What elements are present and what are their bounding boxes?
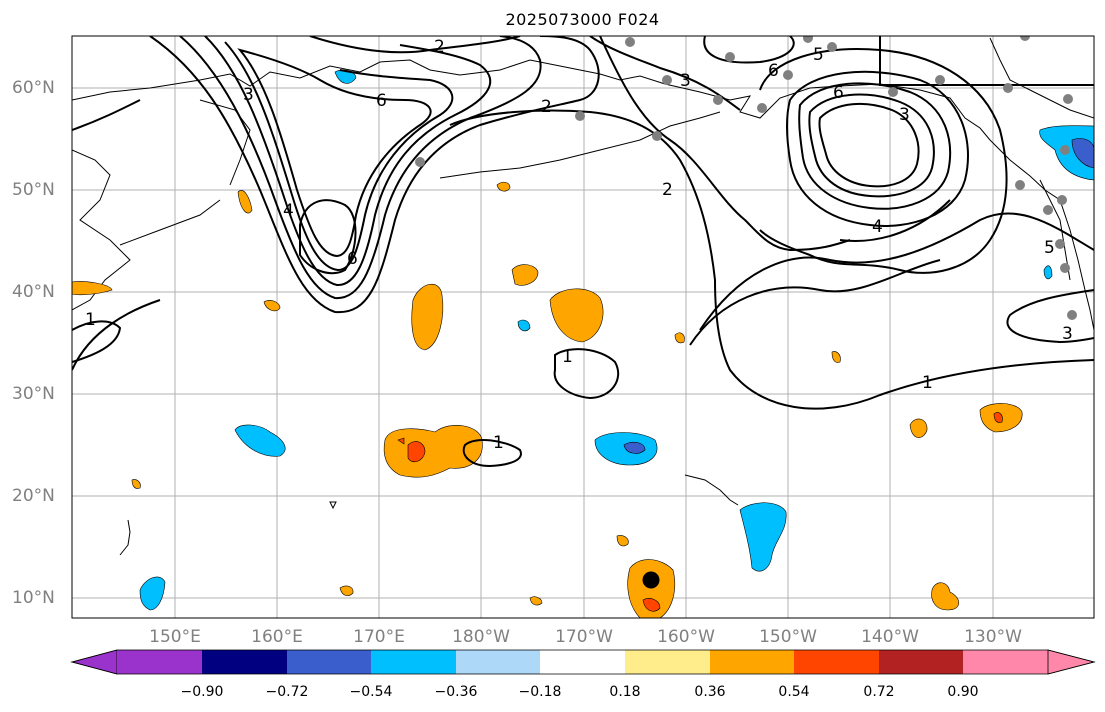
colorbar-tick-label: 0.54 <box>778 684 810 700</box>
storm-center-marker <box>642 571 660 589</box>
colorbar-tick-label: −0.36 <box>434 684 478 700</box>
contour-label: 2 <box>434 37 445 57</box>
colorbar-segment <box>710 650 794 674</box>
colorbar <box>70 649 1096 675</box>
colorbar-segment <box>625 650 710 674</box>
contour-labels: 2 2 2 3 3 3 4 4 5 5 6 6 6 6 1 1 1 1 3 <box>85 37 1073 453</box>
map-frame <box>71 35 1095 619</box>
colorbar-segment <box>287 650 371 674</box>
map-title: 2025073000 F024 <box>505 10 660 29</box>
colorbar-tick-label: 0.18 <box>609 684 641 700</box>
lat-label: 10°N <box>12 588 55 608</box>
lon-label: 140°W <box>861 627 919 647</box>
colorbar-tick-label: 0.72 <box>863 684 895 700</box>
colorbar-segment <box>456 650 540 674</box>
colorbar-tick-label: −0.18 <box>518 684 562 700</box>
contour-label: 3 <box>1062 324 1073 344</box>
lon-label: 150°W <box>759 627 817 647</box>
lat-label: 20°N <box>12 486 55 506</box>
lon-label: 160°E <box>251 627 303 647</box>
contour-label: 6 <box>768 61 779 81</box>
colorbar-segment <box>202 650 287 674</box>
station-markers <box>415 36 1077 320</box>
colorbar-tick-label: −0.90 <box>180 684 224 700</box>
contour-label: 1 <box>85 310 96 330</box>
contour-label: 4 <box>872 217 883 237</box>
colorbar-segment <box>540 650 625 674</box>
contour-label: 6 <box>347 249 358 269</box>
lon-label: 160°W <box>657 627 715 647</box>
contour-label: 4 <box>283 201 294 221</box>
colorbar-tick-label: −0.54 <box>349 684 393 700</box>
height-contours <box>72 36 1094 468</box>
lon-label: 130°W <box>964 627 1022 647</box>
contour-label: 6 <box>833 83 844 103</box>
lon-label: 150°E <box>149 627 201 647</box>
contour-label: 3 <box>243 85 254 105</box>
colorbar-tick-label: −0.72 <box>265 684 309 700</box>
colorbar-outline <box>70 649 1096 675</box>
colorbar-segment <box>70 649 118 675</box>
lon-label: 170°W <box>555 627 613 647</box>
contour-label: 1 <box>493 433 504 453</box>
contour-label: 3 <box>680 71 691 91</box>
contour-label: 1 <box>562 347 573 367</box>
lon-label: 180°W <box>452 627 510 647</box>
lat-label: 50°N <box>12 180 55 200</box>
colorbar-segment <box>794 650 879 674</box>
colorbar-segment <box>963 650 1048 674</box>
shaded-patches <box>72 69 1094 618</box>
contour-label: 2 <box>662 180 673 200</box>
colorbar-tick-label: 0.90 <box>947 684 979 700</box>
colorbar-tick-label: 0.36 <box>694 684 726 700</box>
lat-label: 40°N <box>12 282 55 302</box>
lat-label: 30°N <box>12 384 55 404</box>
colorbar-segment <box>371 650 456 674</box>
colorbar-segment <box>117 650 202 674</box>
lon-label: 170°E <box>353 627 405 647</box>
contour-label: 6 <box>376 91 387 111</box>
contour-label: 5 <box>813 45 824 65</box>
lat-label: 60°N <box>12 78 55 98</box>
colorbar-segment <box>879 650 963 674</box>
contour-label: 1 <box>922 373 933 393</box>
colorbar-segment <box>1047 649 1096 675</box>
contour-label: 3 <box>899 105 910 125</box>
contour-label: 5 <box>1044 238 1055 258</box>
contour-label: 2 <box>541 97 552 117</box>
